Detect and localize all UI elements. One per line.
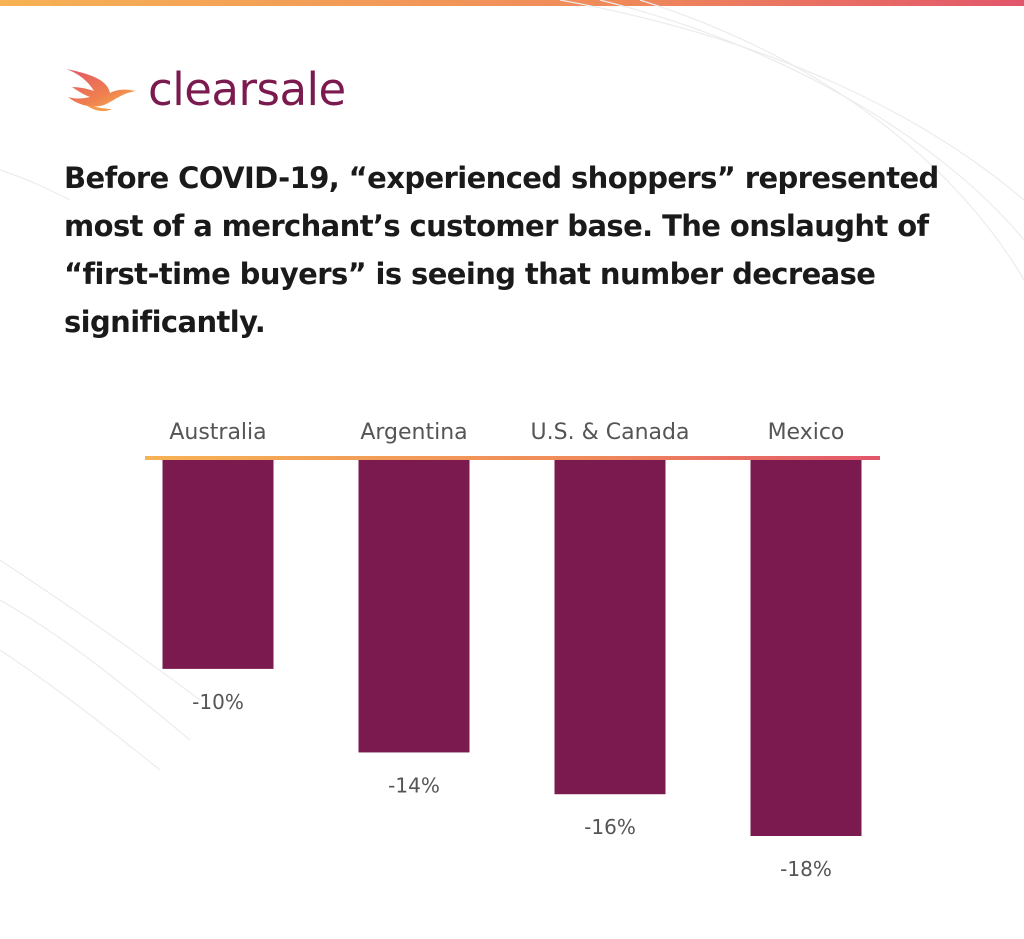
bar-mexico [750, 460, 862, 836]
value-label: -14% [388, 773, 440, 797]
brand-logo: clearsale [64, 62, 346, 118]
category-label: U.S. & Canada [531, 420, 690, 445]
top-accent-stripe [0, 0, 1024, 6]
baseline-axis [145, 456, 880, 460]
value-label: -18% [780, 857, 832, 881]
category-label: Australia [169, 420, 266, 445]
category-label: Argentina [360, 420, 467, 445]
value-label: -10% [192, 690, 244, 714]
bird-icon [66, 69, 136, 112]
bar-argentina [358, 460, 470, 753]
brand-name: clearsale [148, 63, 346, 116]
category-label: Mexico [768, 420, 845, 445]
bar-u-s-canada [554, 460, 666, 795]
headline: Before COVID-19, “experienced shoppers” … [64, 161, 939, 339]
bar-australia [162, 460, 274, 669]
value-label: -16% [584, 815, 636, 839]
